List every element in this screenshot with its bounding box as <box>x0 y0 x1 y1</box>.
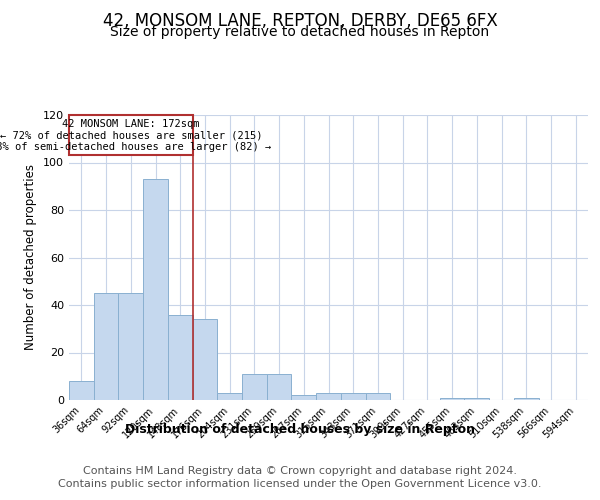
Bar <box>168 314 193 400</box>
Bar <box>464 398 489 400</box>
Text: Contains HM Land Registry data © Crown copyright and database right 2024.: Contains HM Land Registry data © Crown c… <box>83 466 517 476</box>
Bar <box>292 395 316 400</box>
Bar <box>242 374 267 400</box>
Bar <box>217 393 242 400</box>
Text: Contains public sector information licensed under the Open Government Licence v3: Contains public sector information licen… <box>58 479 542 489</box>
Bar <box>267 374 292 400</box>
Bar <box>514 398 539 400</box>
Bar <box>316 393 341 400</box>
Bar <box>341 393 365 400</box>
FancyBboxPatch shape <box>69 115 193 156</box>
Text: Size of property relative to detached houses in Repton: Size of property relative to detached ho… <box>110 25 490 39</box>
Text: 42, MONSOM LANE, REPTON, DERBY, DE65 6FX: 42, MONSOM LANE, REPTON, DERBY, DE65 6FX <box>103 12 497 30</box>
Bar <box>69 381 94 400</box>
Bar <box>94 293 118 400</box>
Text: Distribution of detached houses by size in Repton: Distribution of detached houses by size … <box>125 422 475 436</box>
Bar <box>193 320 217 400</box>
Bar <box>143 179 168 400</box>
Y-axis label: Number of detached properties: Number of detached properties <box>25 164 37 350</box>
Bar <box>365 393 390 400</box>
Bar <box>440 398 464 400</box>
Text: 42 MONSOM LANE: 172sqm
← 72% of detached houses are smaller (215)
28% of semi-de: 42 MONSOM LANE: 172sqm ← 72% of detached… <box>0 118 271 152</box>
Bar <box>118 293 143 400</box>
